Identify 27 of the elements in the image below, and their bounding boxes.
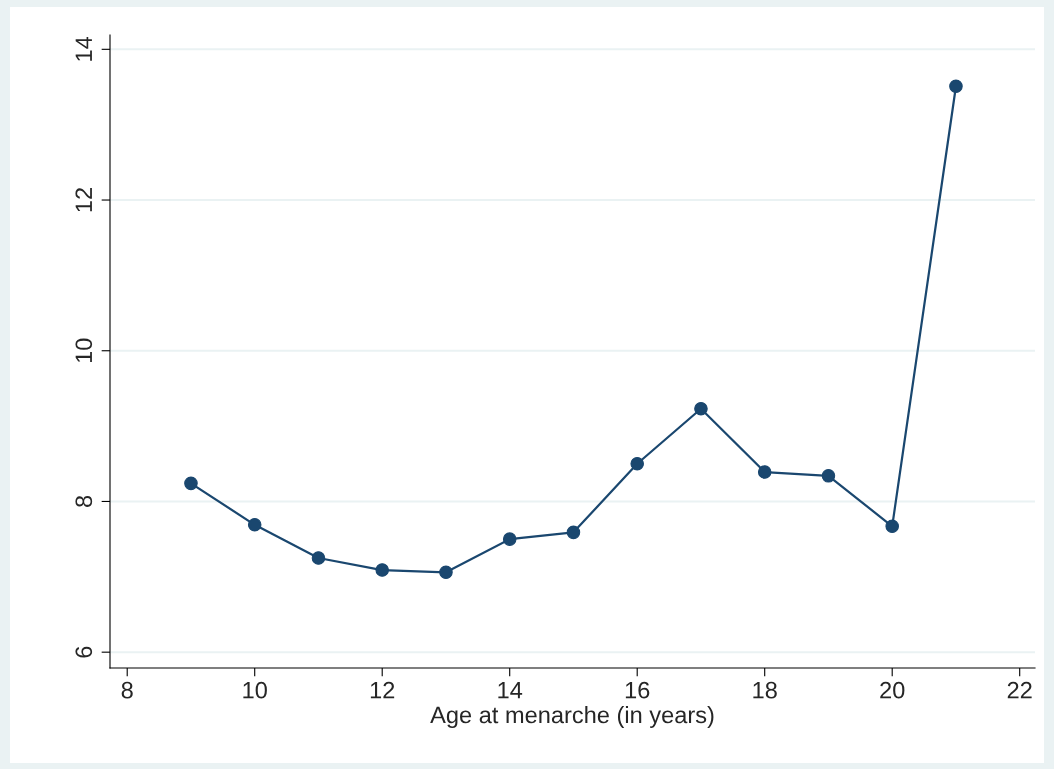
- x-tick-label: 8: [121, 681, 133, 699]
- point: [184, 476, 198, 491]
- point: [502, 532, 517, 546]
- y-tick-label: 6: [75, 646, 93, 658]
- x-tick-label: 22: [1007, 681, 1032, 699]
- x-tick-label: 16: [625, 681, 650, 699]
- point: [311, 551, 326, 565]
- x-tick-label: 18: [753, 681, 777, 699]
- x-tick-label: 14: [498, 682, 523, 699]
- point: [247, 518, 262, 532]
- point: [885, 519, 899, 534]
- point: [821, 469, 836, 483]
- point: [439, 565, 453, 580]
- point: [694, 402, 708, 416]
- y-tick-label: 10: [75, 338, 93, 363]
- point: [757, 465, 772, 479]
- x-axis-title: Age at menarche (in years): [430, 705, 714, 728]
- point: [630, 457, 644, 471]
- y-tick-label: 12: [75, 188, 92, 212]
- point: [566, 525, 581, 540]
- x-tick-label: 10: [243, 681, 267, 699]
- point: [375, 563, 389, 577]
- y-tick-label: 8: [75, 495, 93, 507]
- point: [949, 79, 963, 94]
- y-tick-label: 14: [75, 36, 92, 61]
- x-tick-label: 20: [880, 681, 905, 699]
- x-tick-label: 12: [370, 681, 395, 699]
